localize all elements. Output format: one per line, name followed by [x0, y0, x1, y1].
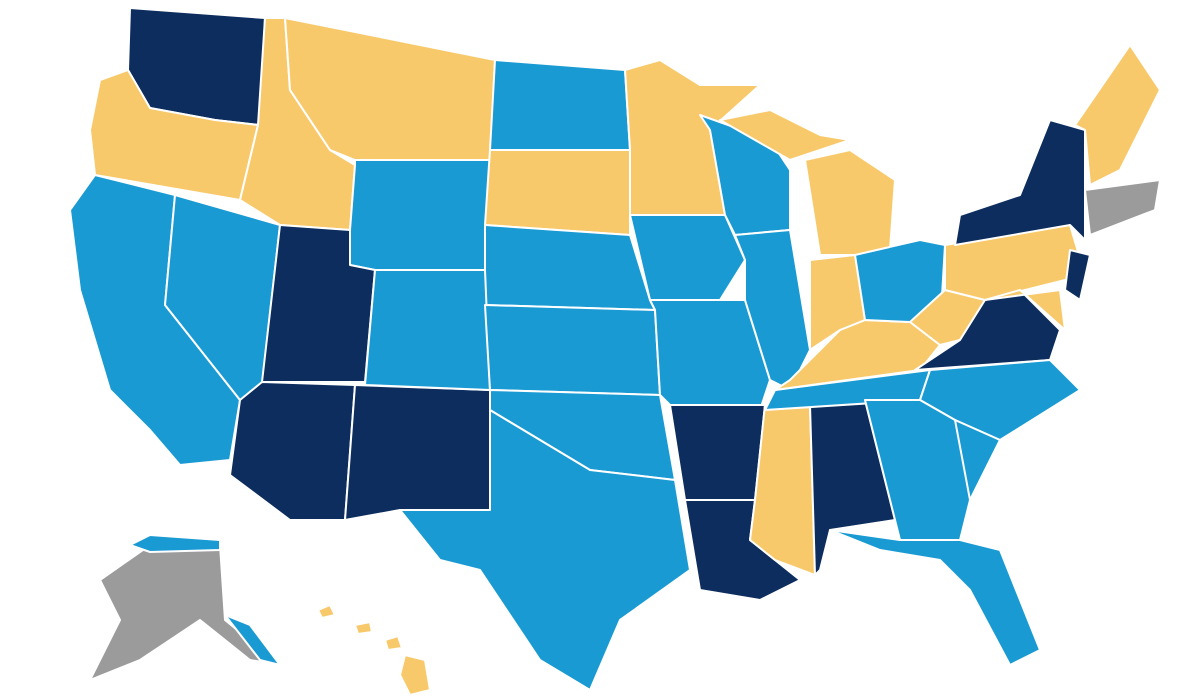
arizona: [229, 381, 356, 521]
south-dakota: [484, 149, 631, 236]
colorado: [364, 269, 491, 391]
maryland-delaware: [984, 289, 1066, 331]
texas: [399, 409, 691, 691]
illinois: [734, 229, 811, 391]
wyoming: [349, 159, 491, 271]
alaska: [89, 544, 281, 681]
new-jersey: [1064, 249, 1091, 301]
hawaii-big-island: [399, 654, 431, 696]
alaska-panhandle: [224, 614, 281, 666]
north-dakota: [489, 59, 631, 151]
arkansas: [669, 404, 766, 501]
iowa: [629, 214, 746, 301]
florida: [829, 529, 1041, 666]
hawaii-oahu: [354, 621, 373, 635]
northern-new-england: [1074, 44, 1161, 186]
michigan-lower: [804, 149, 896, 256]
hawaii-maui: [384, 635, 403, 651]
southern-new-england: [1084, 179, 1161, 236]
alaska-north: [129, 534, 221, 553]
michigan-upper: [719, 109, 851, 161]
new-mexico: [344, 384, 491, 521]
kansas: [484, 304, 661, 396]
states: [69, 7, 1161, 696]
hawaii-kauai: [317, 604, 336, 619]
nebraska: [484, 224, 656, 311]
new-york: [954, 119, 1086, 246]
